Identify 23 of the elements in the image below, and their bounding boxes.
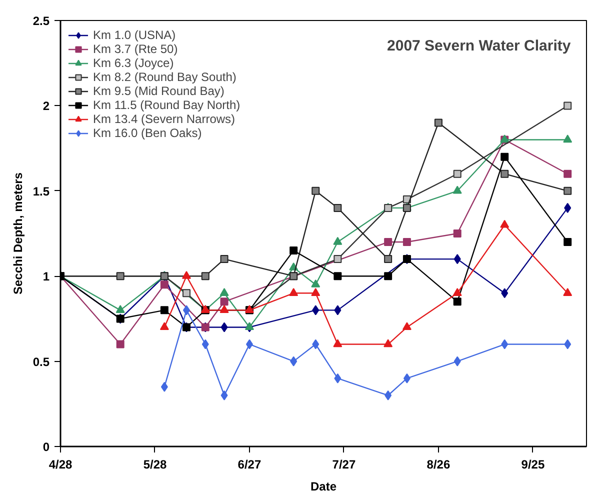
x-tick-label: 9/25 [521, 458, 545, 472]
text: 2007 Severn Water Clarity [387, 38, 572, 55]
y-tick-label: 2.5 [32, 14, 50, 28]
legend-label: Km 8.2 (Round Bay South) [93, 70, 236, 84]
legend-label: Km 16.0 (Ben Oaks) [93, 126, 202, 140]
legend-label: Km 3.7 (Rte 50) [93, 42, 178, 56]
legend-label: Km 11.5 (Round Bay North) [93, 98, 240, 112]
y-tick-label: 0.5 [32, 354, 50, 369]
legend-label: Km 9.5 (Mid Round Bay) [93, 84, 224, 98]
legend-label: Km 1.0 (USNA) [93, 28, 176, 42]
y-tick-label: 1 [42, 270, 50, 284]
legend-label: Km 6.3 (Joyce) [93, 56, 174, 70]
y-tick-label: 2 [42, 99, 50, 114]
x-axis-title: Date [310, 480, 337, 494]
x-tick-label: 6/27 [238, 458, 262, 472]
y-tick-label: 1.5 [32, 184, 50, 198]
y-axis-title: Secchi Depth, meters [10, 172, 25, 295]
x-tick-label: 4/28 [48, 458, 73, 472]
y-tick-label: 0 [42, 440, 50, 454]
x-tick-label: 5/28 [143, 458, 167, 472]
x-tick-label: 7/27 [332, 458, 356, 472]
x-tick-label: 8/26 [426, 458, 450, 472]
legend-label: Km 13.4 (Severn Narrows) [93, 112, 236, 126]
